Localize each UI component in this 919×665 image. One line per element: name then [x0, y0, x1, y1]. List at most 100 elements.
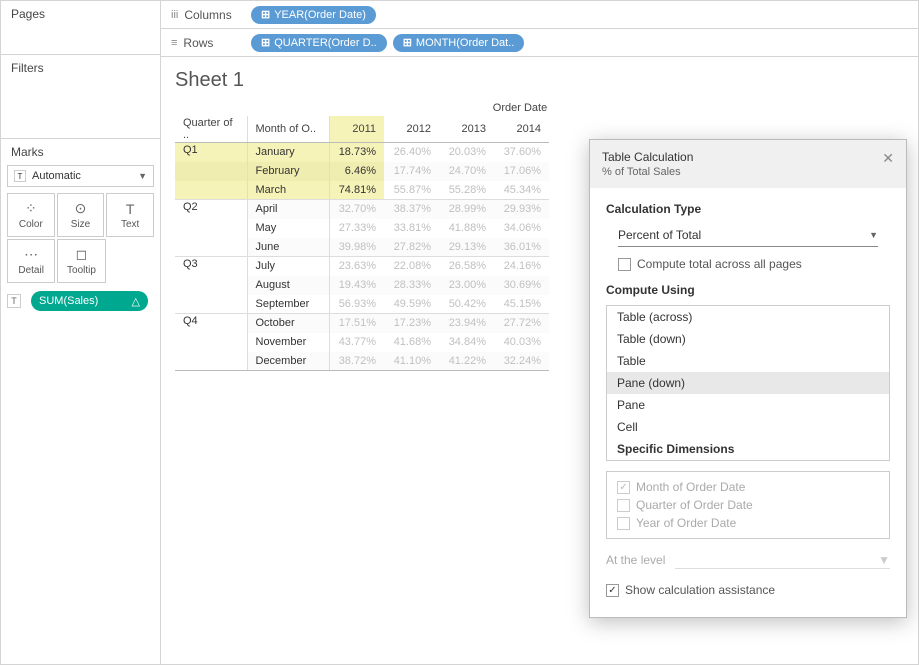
compute-option[interactable]: Table — [607, 350, 889, 372]
close-icon[interactable]: ✕ — [882, 150, 894, 167]
columns-shelf[interactable]: iiiColumns ⊞YEAR(Order Date) — [161, 1, 918, 29]
value-cell[interactable]: 6.46% — [329, 162, 384, 181]
quarter-cell[interactable] — [175, 352, 247, 371]
month-cell[interactable]: March — [247, 181, 329, 200]
rows-shelf[interactable]: ≡Rows ⊞QUARTER(Order D..⊞MONTH(Order Dat… — [161, 29, 918, 57]
value-cell[interactable]: 26.40% — [384, 143, 439, 162]
value-cell[interactable]: 30.69% — [494, 276, 549, 295]
value-cell[interactable]: 29.93% — [494, 200, 549, 219]
value-cell[interactable]: 50.42% — [439, 295, 494, 314]
value-cell[interactable]: 24.16% — [494, 257, 549, 276]
compute-option[interactable]: Table (across) — [607, 306, 889, 328]
value-cell[interactable]: 32.24% — [494, 352, 549, 371]
value-cell[interactable]: 39.98% — [329, 238, 384, 257]
value-cell[interactable]: 32.70% — [329, 200, 384, 219]
value-cell[interactable]: 45.34% — [494, 181, 549, 200]
value-cell[interactable]: 34.06% — [494, 219, 549, 238]
quarter-header[interactable]: Quarter of .. — [175, 116, 247, 143]
value-cell[interactable]: 41.10% — [384, 352, 439, 371]
value-cell[interactable]: 41.22% — [439, 352, 494, 371]
month-cell[interactable]: October — [247, 314, 329, 333]
value-cell[interactable]: 23.00% — [439, 276, 494, 295]
value-cell[interactable]: 45.15% — [494, 295, 549, 314]
value-cell[interactable]: 38.37% — [384, 200, 439, 219]
value-cell[interactable]: 20.03% — [439, 143, 494, 162]
sum-sales-pill[interactable]: SUM(Sales) △ — [31, 291, 148, 311]
compute-total-checkbox[interactable]: Compute total across all pages — [618, 257, 878, 271]
mark-card-size[interactable]: ⊙Size — [57, 193, 105, 237]
year-header[interactable]: 2011 — [329, 116, 384, 143]
year-header[interactable]: 2014 — [494, 116, 549, 143]
value-cell[interactable]: 27.33% — [329, 219, 384, 238]
value-cell[interactable]: 17.51% — [329, 314, 384, 333]
mark-card-color[interactable]: ⁘Color — [7, 193, 55, 237]
value-cell[interactable]: 49.59% — [384, 295, 439, 314]
value-cell[interactable]: 26.58% — [439, 257, 494, 276]
value-cell[interactable]: 27.82% — [384, 238, 439, 257]
value-cell[interactable]: 28.99% — [439, 200, 494, 219]
month-header[interactable]: Month of O.. — [247, 116, 329, 143]
month-cell[interactable]: April — [247, 200, 329, 219]
calc-type-dropdown[interactable]: Percent of Total ▼ — [618, 224, 878, 247]
mark-card-detail[interactable]: ⋯Detail — [7, 239, 55, 283]
month-cell[interactable]: January — [247, 143, 329, 162]
quarter-cell[interactable] — [175, 295, 247, 314]
value-cell[interactable]: 17.23% — [384, 314, 439, 333]
quarter-cell[interactable]: Q1 — [175, 143, 247, 162]
value-cell[interactable]: 56.93% — [329, 295, 384, 314]
compute-option[interactable]: Table (down) — [607, 328, 889, 350]
quarter-cell[interactable]: Q3 — [175, 257, 247, 276]
month-cell[interactable]: May — [247, 219, 329, 238]
value-cell[interactable]: 19.43% — [329, 276, 384, 295]
value-cell[interactable]: 28.33% — [384, 276, 439, 295]
value-cell[interactable]: 34.84% — [439, 333, 494, 352]
value-cell[interactable]: 17.74% — [384, 162, 439, 181]
month-cell[interactable]: December — [247, 352, 329, 371]
field-pill[interactable]: ⊞QUARTER(Order D.. — [251, 34, 387, 52]
value-cell[interactable]: 29.13% — [439, 238, 494, 257]
field-pill[interactable]: ⊞YEAR(Order Date) — [251, 6, 376, 24]
value-cell[interactable]: 37.60% — [494, 143, 549, 162]
quarter-cell[interactable] — [175, 238, 247, 257]
year-header[interactable]: 2013 — [439, 116, 494, 143]
at-level-dropdown[interactable]: ▼ — [675, 551, 890, 569]
value-cell[interactable]: 40.03% — [494, 333, 549, 352]
value-cell[interactable]: 27.72% — [494, 314, 549, 333]
value-cell[interactable]: 41.68% — [384, 333, 439, 352]
value-cell[interactable]: 23.94% — [439, 314, 494, 333]
compute-option[interactable]: Cell — [607, 416, 889, 438]
month-cell[interactable]: July — [247, 257, 329, 276]
month-cell[interactable]: November — [247, 333, 329, 352]
value-cell[interactable]: 17.06% — [494, 162, 549, 181]
quarter-cell[interactable]: Q2 — [175, 200, 247, 219]
quarter-cell[interactable]: Q4 — [175, 314, 247, 333]
value-cell[interactable]: 36.01% — [494, 238, 549, 257]
compute-option[interactable]: Pane (down) — [607, 372, 889, 394]
month-cell[interactable]: February — [247, 162, 329, 181]
month-cell[interactable]: June — [247, 238, 329, 257]
value-cell[interactable]: 41.88% — [439, 219, 494, 238]
quarter-cell[interactable] — [175, 181, 247, 200]
quarter-cell[interactable] — [175, 333, 247, 352]
mark-card-text[interactable]: TText — [106, 193, 154, 237]
compute-option[interactable]: Specific Dimensions — [607, 438, 889, 460]
value-cell[interactable]: 22.08% — [384, 257, 439, 276]
compute-option[interactable]: Pane — [607, 394, 889, 416]
value-cell[interactable]: 55.87% — [384, 181, 439, 200]
month-cell[interactable]: August — [247, 276, 329, 295]
value-cell[interactable]: 55.28% — [439, 181, 494, 200]
value-cell[interactable]: 74.81% — [329, 181, 384, 200]
value-cell[interactable]: 18.73% — [329, 143, 384, 162]
quarter-cell[interactable] — [175, 276, 247, 295]
show-assist-checkbox[interactable]: Show calculation assistance — [606, 583, 878, 597]
value-cell[interactable]: 23.63% — [329, 257, 384, 276]
value-cell[interactable]: 43.77% — [329, 333, 384, 352]
mark-type-dropdown[interactable]: TAutomatic ▼ — [7, 165, 154, 187]
value-cell[interactable]: 24.70% — [439, 162, 494, 181]
sheet-title[interactable]: Sheet 1 — [175, 69, 904, 92]
quarter-cell[interactable] — [175, 219, 247, 238]
quarter-cell[interactable] — [175, 162, 247, 181]
value-cell[interactable]: 33.81% — [384, 219, 439, 238]
value-cell[interactable]: 38.72% — [329, 352, 384, 371]
mark-card-tooltip[interactable]: ◻Tooltip — [57, 239, 105, 283]
